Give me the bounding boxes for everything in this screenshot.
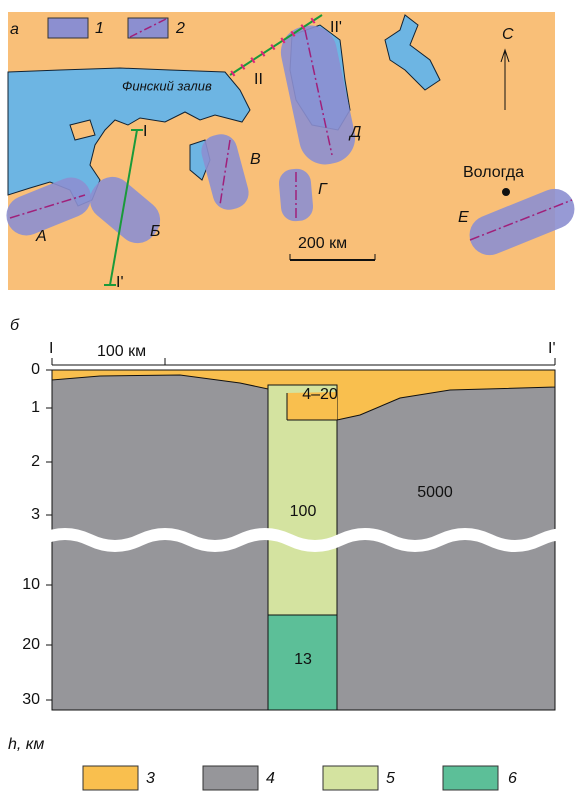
figure: а 1 2 Финский залив I I' II II' С Вологд…: [0, 0, 587, 794]
profile-label: I: [143, 123, 147, 140]
depth-label: 20: [22, 636, 40, 653]
value-label: 4–20: [302, 386, 338, 403]
legend-box: [323, 766, 378, 790]
depth-label: 3: [31, 506, 40, 523]
legend-box: [83, 766, 138, 790]
legend-label: 5: [386, 770, 395, 787]
depth-label: 30: [22, 691, 40, 708]
panel-label: а: [10, 21, 19, 38]
zone-label: В: [250, 151, 261, 168]
zone-label: Б: [150, 223, 160, 240]
depth-axis-label: h, км: [8, 736, 44, 753]
zone-label: Е: [458, 209, 469, 226]
section: б I I' 100 км 0 1 2 3 10 20 30 4–20 100 …: [8, 317, 587, 790]
legend-box: [203, 766, 258, 790]
legend-label: 3: [146, 770, 155, 787]
zone-label: А: [35, 228, 47, 245]
profile-label: I: [49, 340, 53, 357]
legend-box: [48, 18, 88, 38]
depth-label: 0: [31, 361, 40, 378]
value-label: 13: [294, 651, 312, 668]
zone-label: Г: [318, 181, 328, 198]
profile-label: II: [254, 71, 263, 88]
city-dot: [502, 188, 510, 196]
legend-label: 4: [266, 770, 275, 787]
legend-label: 6: [508, 770, 517, 787]
map: а 1 2 Финский залив I I' II II' С Вологд…: [0, 12, 580, 291]
legend-label: 1: [95, 20, 104, 37]
depth-label: 1: [31, 399, 40, 416]
value-label: 5000: [417, 484, 453, 501]
profile-label: I': [116, 274, 124, 291]
profile-label: I': [548, 340, 556, 357]
profile-label: II': [330, 19, 342, 36]
legend-box: [443, 766, 498, 790]
value-label: 100: [290, 503, 317, 520]
zone-label: Д: [348, 124, 361, 141]
gulf-label: Финский залив: [122, 78, 212, 93]
scale-label: 100 км: [97, 343, 146, 360]
north-label: С: [502, 26, 514, 43]
depth-label: 2: [31, 453, 40, 470]
city-label: Вологда: [463, 164, 524, 181]
legend-label: 2: [175, 20, 185, 37]
panel-label: б: [10, 317, 20, 334]
depth-label: 10: [22, 576, 40, 593]
scale-label: 200 км: [298, 235, 347, 252]
